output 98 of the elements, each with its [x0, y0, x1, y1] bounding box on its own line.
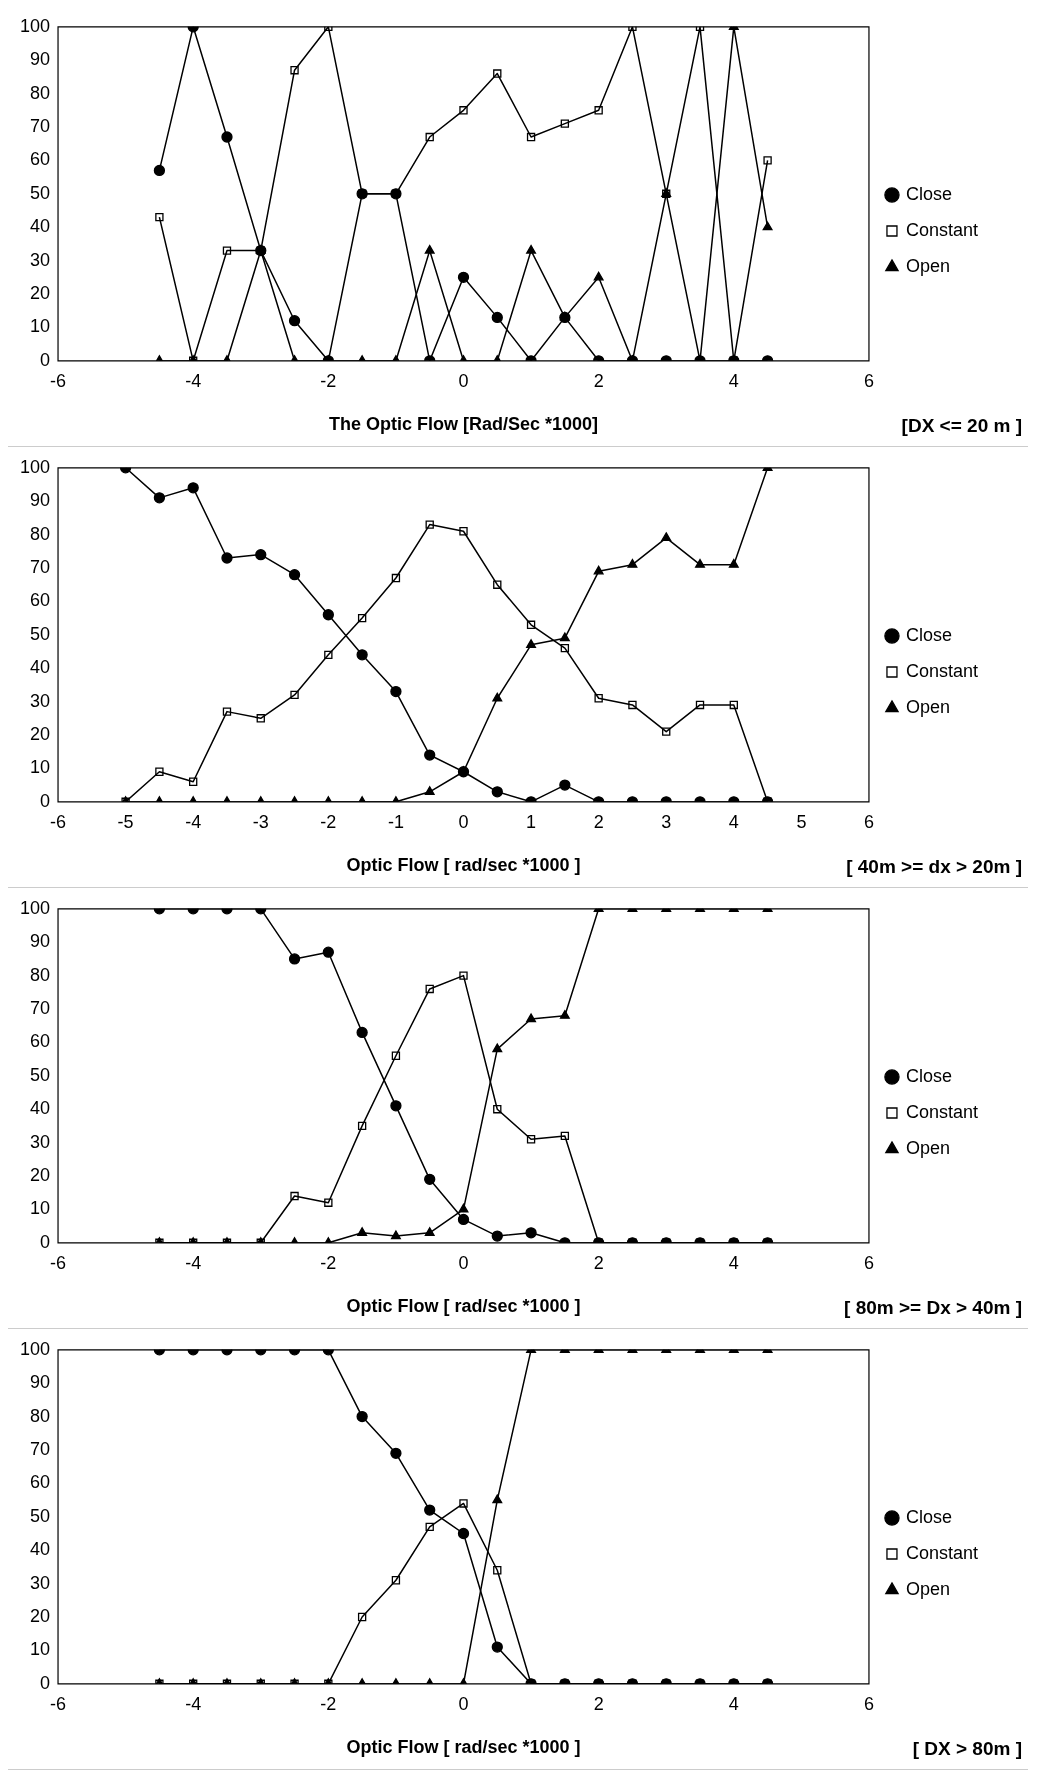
- x-tick-label: -6: [50, 370, 67, 391]
- y-tick-label: 20: [30, 282, 51, 303]
- legend-label: Open: [905, 1578, 950, 1599]
- legend-label: Constant: [905, 660, 978, 681]
- y-tick-label: 30: [30, 249, 51, 270]
- x-tick-label: -6: [50, 1693, 67, 1714]
- y-tick-label: 40: [30, 1098, 51, 1119]
- x-tick-label: -2: [320, 1252, 337, 1273]
- y-tick-label: 90: [30, 1372, 51, 1393]
- x-tick-label: 5: [796, 811, 807, 832]
- legend-label: Constant: [905, 1101, 978, 1122]
- y-tick-label: 20: [30, 723, 51, 744]
- y-tick-label: 70: [30, 1438, 51, 1459]
- x-tick-label: 4: [728, 811, 739, 832]
- x-tick-label: 6: [863, 1693, 874, 1714]
- y-tick-label: 40: [30, 216, 51, 237]
- text: [DX <= 20 m ]: [901, 414, 1022, 436]
- x-axis-title: Optic Flow [ rad/sec *1000 ]: [346, 855, 581, 876]
- y-tick-label: 50: [30, 623, 51, 644]
- y-tick-label: 0: [40, 1672, 51, 1693]
- x-tick-label: 6: [863, 1252, 874, 1273]
- y-tick-label: 80: [30, 523, 51, 544]
- y-tick-label: 60: [30, 1031, 51, 1052]
- y-tick-label: 80: [30, 964, 51, 985]
- y-tick-label: 60: [30, 590, 51, 611]
- y-tick-label: 60: [30, 1472, 51, 1493]
- y-tick-label: 20: [30, 1605, 51, 1626]
- y-tick-label: 30: [30, 1572, 51, 1593]
- y-tick-label: 80: [30, 82, 51, 103]
- x-tick-label: 3: [661, 811, 672, 832]
- x-tick-label: 2: [593, 811, 604, 832]
- x-tick-label: -2: [320, 1693, 337, 1714]
- x-tick-label: 2: [593, 1252, 604, 1273]
- y-tick-label: 50: [30, 1505, 51, 1526]
- y-tick-label: 100: [19, 897, 51, 918]
- y-tick-label: 0: [40, 1231, 51, 1252]
- legend-label: Close: [905, 1506, 952, 1527]
- x-tick-label: 4: [728, 1693, 739, 1714]
- x-tick-label: -3: [252, 811, 269, 832]
- x-tick-label: -4: [185, 1693, 202, 1714]
- y-tick-label: 70: [30, 556, 51, 577]
- legend-label: Open: [905, 255, 950, 276]
- x-tick-label: 2: [593, 370, 604, 391]
- y-tick-label: 100: [19, 15, 51, 36]
- x-tick-label: -4: [185, 1252, 202, 1273]
- y-tick-label: 40: [30, 657, 51, 678]
- y-tick-label: 10: [30, 757, 51, 778]
- x-tick-label: -4: [185, 370, 202, 391]
- legend-label: Open: [905, 1137, 950, 1158]
- y-tick-label: 0: [40, 349, 51, 370]
- x-tick-label: 0: [458, 370, 469, 391]
- y-tick-label: 10: [30, 316, 51, 337]
- x-tick-label: -5: [117, 811, 134, 832]
- y-tick-label: 50: [30, 182, 51, 203]
- legend-label: Close: [905, 183, 952, 204]
- legend-label: Constant: [905, 1542, 978, 1563]
- y-tick-label: 30: [30, 690, 51, 711]
- x-axis-title: Optic Flow [ rad/sec *1000 ]: [346, 1737, 581, 1758]
- y-tick-label: 90: [30, 49, 51, 70]
- x-tick-label: 4: [728, 1252, 739, 1273]
- legend-label: Close: [905, 624, 952, 645]
- x-tick-label: -2: [320, 811, 337, 832]
- legend-label: Constant: [905, 219, 978, 240]
- y-tick-label: 80: [30, 1405, 51, 1426]
- y-tick-label: 20: [30, 1164, 51, 1185]
- y-tick-label: 10: [30, 1639, 51, 1660]
- x-tick-label: 6: [863, 811, 874, 832]
- y-tick-label: 90: [30, 931, 51, 952]
- x-tick-label: 0: [458, 1693, 469, 1714]
- x-tick-label: 0: [458, 1252, 469, 1273]
- x-tick-label: -1: [387, 811, 404, 832]
- y-tick-label: 40: [30, 1539, 51, 1560]
- y-tick-label: 60: [30, 149, 51, 170]
- y-tick-label: 0: [40, 790, 51, 811]
- x-axis-title: The Optic Flow [Rad/Sec *1000]: [328, 414, 599, 435]
- x-tick-label: -6: [50, 1252, 67, 1273]
- y-tick-label: 30: [30, 1131, 51, 1152]
- x-tick-label: -4: [185, 811, 202, 832]
- legend-label: Open: [905, 696, 950, 717]
- y-tick-label: 10: [30, 1198, 51, 1219]
- y-tick-label: 90: [30, 490, 51, 511]
- text: [ 80m >= Dx > 40m ]: [844, 1296, 1022, 1318]
- x-tick-label: 4: [728, 370, 739, 391]
- x-tick-label: -6: [50, 811, 67, 832]
- legend-label: Close: [905, 1065, 952, 1086]
- y-tick-label: 100: [19, 456, 51, 477]
- text: [ 40m >= dx > 20m ]: [846, 855, 1022, 877]
- x-tick-label: 0: [458, 811, 469, 832]
- x-tick-label: -2: [320, 370, 337, 391]
- y-tick-label: 50: [30, 1064, 51, 1085]
- text: [ DX > 80m ]: [912, 1737, 1022, 1759]
- x-axis-title: Optic Flow [ rad/sec *1000 ]: [346, 1296, 581, 1317]
- x-tick-label: 1: [526, 811, 537, 832]
- x-tick-label: 2: [593, 1693, 604, 1714]
- y-tick-label: 70: [30, 115, 51, 136]
- x-tick-label: 6: [863, 370, 874, 391]
- y-tick-label: 70: [30, 997, 51, 1018]
- y-tick-label: 100: [19, 1338, 51, 1359]
